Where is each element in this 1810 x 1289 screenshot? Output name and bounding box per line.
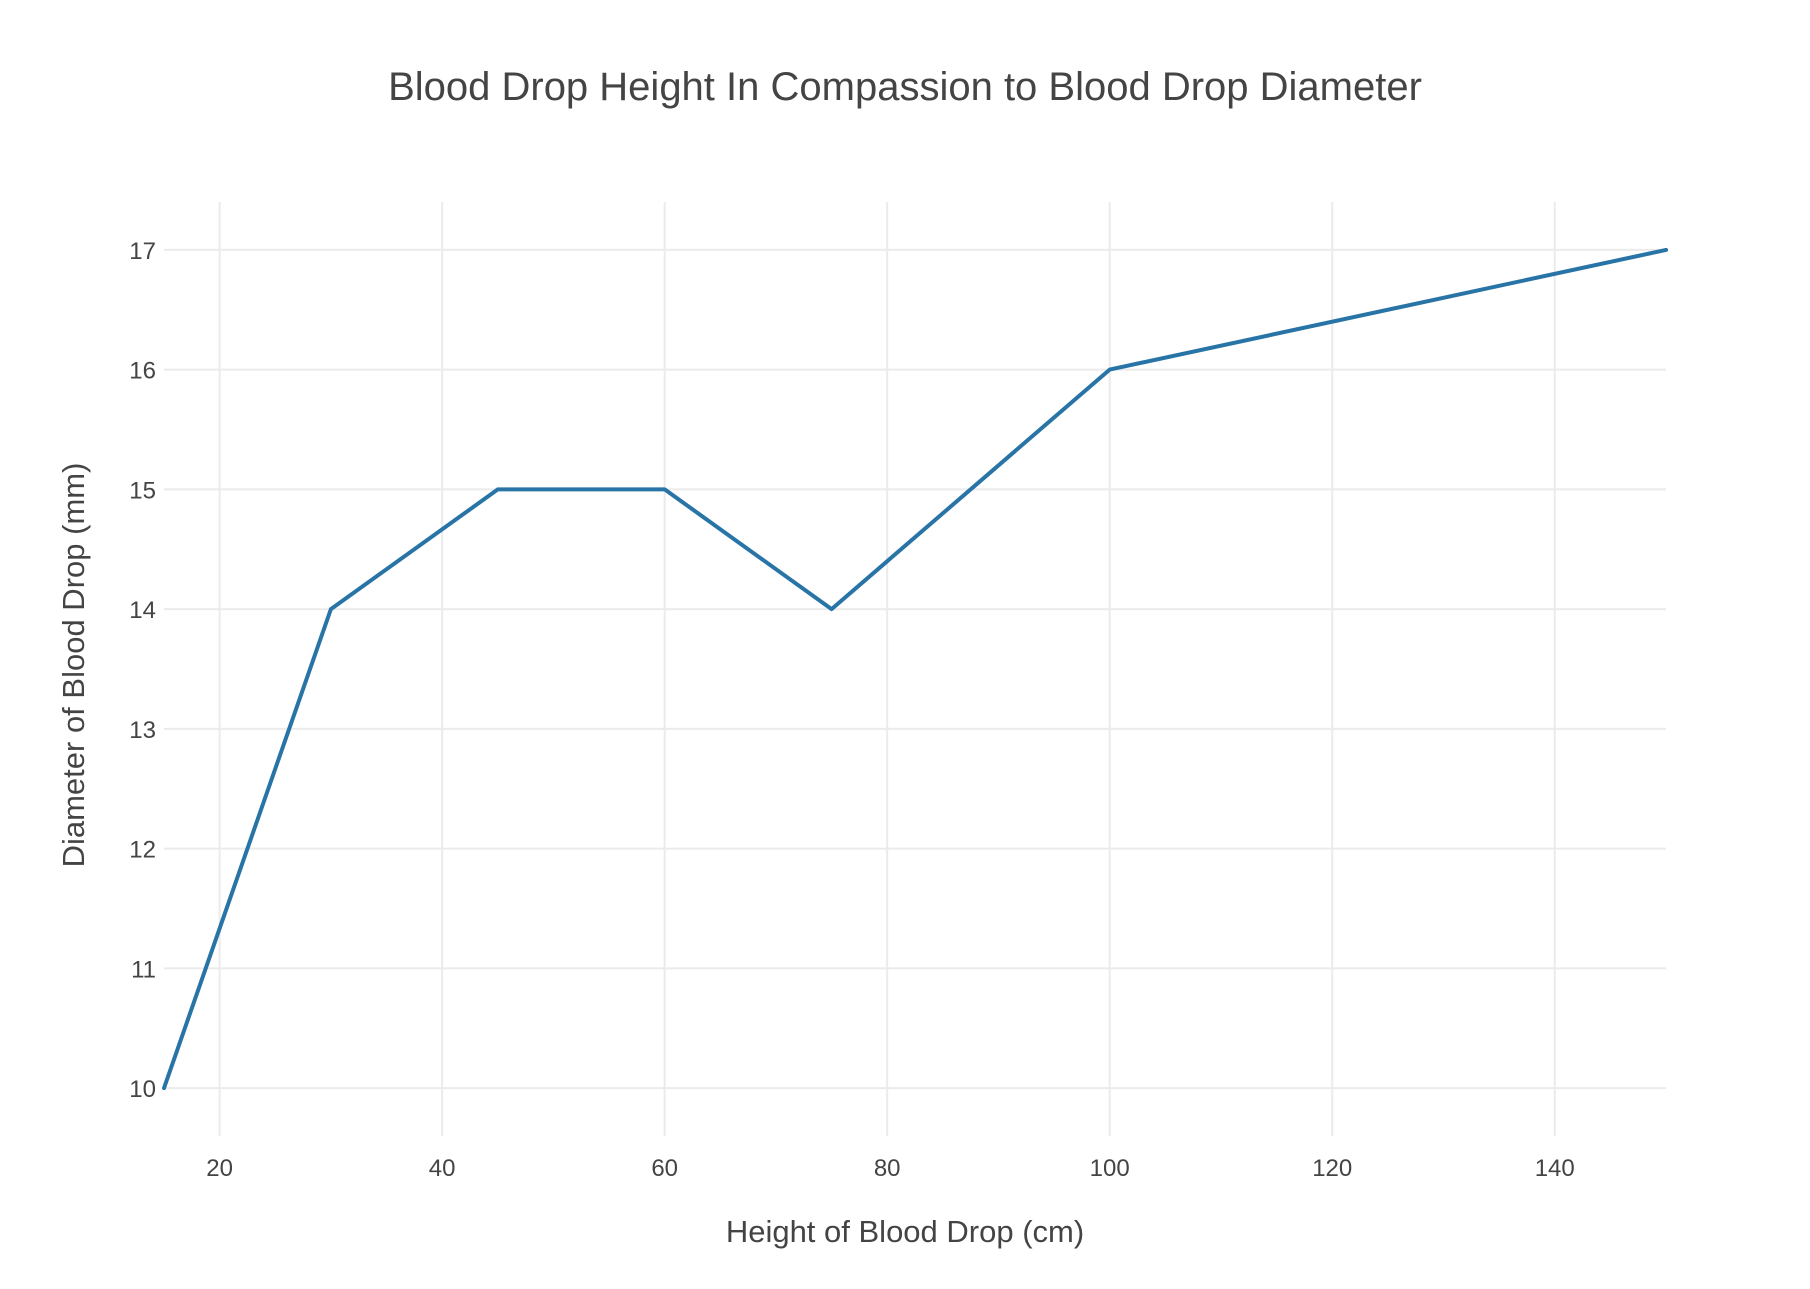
- x-tick-label: 20: [206, 1155, 233, 1182]
- chart-title: Blood Drop Height In Compassion to Blood…: [388, 65, 1422, 109]
- y-tick-label: 17: [129, 238, 156, 265]
- x-tick-label: 140: [1535, 1155, 1575, 1182]
- x-axis-title: Height of Blood Drop (cm): [726, 1214, 1084, 1249]
- x-tick-labels: 20 40 60 80 100 120 140: [206, 1155, 1574, 1182]
- y-tick-label: 12: [129, 837, 156, 864]
- x-tick-label: 120: [1312, 1155, 1352, 1182]
- x-tick-label: 80: [874, 1155, 901, 1182]
- series-layer: [162, 247, 1668, 1091]
- x-tick-label: 60: [651, 1155, 678, 1182]
- series-line-0: [162, 247, 1668, 1091]
- y-tick-labels: 10 11 12 13 14 15 16 17: [129, 238, 156, 1103]
- y-tick-label: 14: [129, 597, 156, 624]
- y-tick-label: 15: [129, 477, 156, 504]
- x-tick-label: 40: [429, 1155, 456, 1182]
- y-tick-label: 16: [129, 358, 156, 385]
- x-gridlines: [218, 202, 1556, 1136]
- y-tick-label: 10: [129, 1076, 156, 1103]
- y-tick-label: 11: [131, 956, 156, 983]
- y-gridlines: [164, 248, 1666, 1090]
- y-tick-label: 13: [129, 717, 156, 744]
- y-axis-title: Diameter of Blood Drop (mm): [56, 463, 91, 868]
- x-tick-label: 100: [1090, 1155, 1130, 1182]
